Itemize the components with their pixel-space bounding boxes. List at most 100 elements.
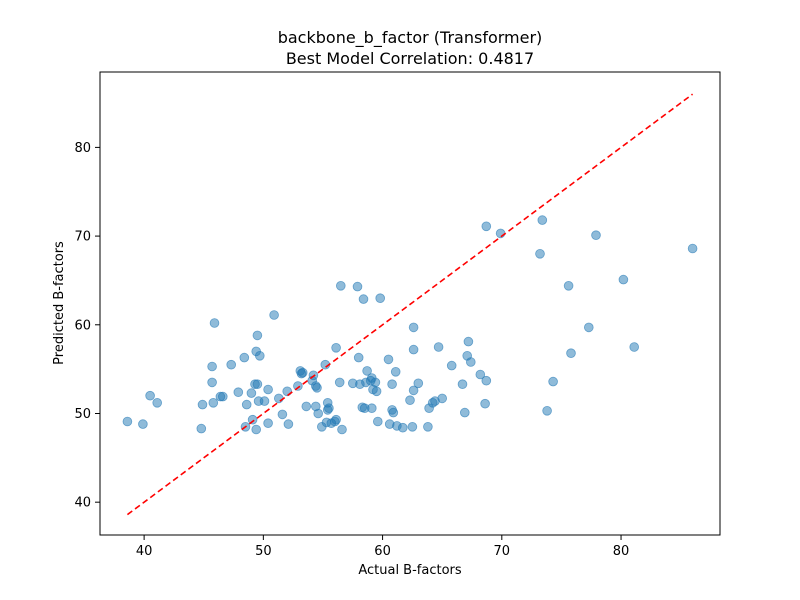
y-axis-label: Predicted B-factors xyxy=(52,241,67,365)
data-point-74 xyxy=(375,293,386,304)
data-point-88 xyxy=(413,378,424,389)
data-point-87 xyxy=(408,385,419,396)
data-point-5 xyxy=(197,399,208,410)
data-point-55 xyxy=(334,377,345,388)
data-point-43 xyxy=(312,382,322,393)
data-point-71 xyxy=(370,377,381,388)
data-point-30 xyxy=(273,393,284,404)
data-point-4 xyxy=(196,423,207,434)
data-point-0 xyxy=(122,416,133,427)
data-point-101 xyxy=(475,369,486,380)
data-point-80 xyxy=(390,366,401,377)
data-point-106 xyxy=(535,249,545,259)
data-point-33 xyxy=(283,419,294,429)
x-tick-label-70: 70 xyxy=(494,544,511,559)
chart-title: backbone_b_factor (Transformer) xyxy=(278,28,543,48)
data-point-3 xyxy=(152,397,163,408)
data-point-23 xyxy=(252,379,263,390)
data-point-89 xyxy=(423,421,433,432)
data-point-16 xyxy=(241,399,252,410)
data-point-20 xyxy=(251,424,262,435)
data-point-72 xyxy=(371,386,382,397)
chart-title-group: backbone_b_factor (Transformer) Best Mod… xyxy=(278,28,543,68)
x-axis-label: Actual B-factors xyxy=(358,563,462,578)
data-point-105 xyxy=(495,228,506,239)
data-point-56 xyxy=(335,280,346,291)
data-point-75 xyxy=(383,354,394,365)
x-tick-label-60: 60 xyxy=(374,544,391,559)
y-tick-label-60: 60 xyxy=(74,318,91,333)
data-point-50 xyxy=(324,403,334,414)
data-point-114 xyxy=(618,274,629,285)
y-axis-ticks: 40 50 60 70 80 xyxy=(74,141,100,511)
data-point-109 xyxy=(548,376,558,387)
y-tick-label-80: 80 xyxy=(74,141,91,156)
data-point-112 xyxy=(583,322,594,333)
y-tick-label-70: 70 xyxy=(74,230,91,245)
data-point-44 xyxy=(313,408,324,419)
data-point-99 xyxy=(463,336,474,347)
data-point-37 xyxy=(297,367,308,378)
data-point-111 xyxy=(566,348,576,359)
data-point-84 xyxy=(407,421,418,432)
data-point-60 xyxy=(353,352,364,363)
data-point-113 xyxy=(591,230,601,241)
data-point-22 xyxy=(252,330,263,341)
chart-subtitle: Best Model Correlation: 0.4817 xyxy=(286,49,534,68)
data-point-115 xyxy=(629,342,639,352)
data-point-13 xyxy=(233,387,244,398)
data-point-53 xyxy=(331,414,341,425)
data-point-7 xyxy=(207,361,217,372)
plot-frame xyxy=(99,71,721,536)
data-point-68 xyxy=(366,403,377,414)
data-point-66 xyxy=(362,366,372,376)
x-axis-ticks: 40 50 60 70 80 xyxy=(136,535,629,559)
data-point-38 xyxy=(301,401,312,412)
data-point-93 xyxy=(433,342,444,352)
data-point-107 xyxy=(537,215,548,225)
data-point-83 xyxy=(405,395,415,406)
data-point-86 xyxy=(408,344,419,355)
data-point-12 xyxy=(226,359,237,370)
data-point-29 xyxy=(269,310,279,320)
data-point-2 xyxy=(145,390,155,401)
reference-line xyxy=(126,93,694,516)
data-point-18 xyxy=(247,414,258,425)
data-point-97 xyxy=(459,407,470,418)
data-point-17 xyxy=(246,388,257,398)
data-points xyxy=(122,215,698,435)
data-point-82 xyxy=(397,422,408,433)
data-point-102 xyxy=(480,398,490,409)
y-tick-label-50: 50 xyxy=(74,407,91,422)
data-point-108 xyxy=(542,405,552,416)
data-point-104 xyxy=(481,221,492,232)
data-point-31 xyxy=(277,409,288,420)
data-point-103 xyxy=(481,375,492,386)
data-point-14 xyxy=(239,352,250,363)
data-point-63 xyxy=(358,294,369,304)
data-point-100 xyxy=(465,357,476,367)
data-point-6 xyxy=(207,377,217,388)
data-point-11 xyxy=(218,391,228,402)
data-point-28 xyxy=(263,418,273,429)
data-point-8 xyxy=(208,397,219,408)
data-point-26 xyxy=(259,396,270,406)
data-point-57 xyxy=(337,424,347,435)
data-point-9 xyxy=(209,318,220,328)
data-point-1 xyxy=(138,419,148,429)
data-point-59 xyxy=(352,281,363,292)
data-point-54 xyxy=(331,342,341,353)
data-point-77 xyxy=(387,379,397,390)
data-point-27 xyxy=(263,384,273,395)
data-point-95 xyxy=(446,360,457,371)
x-tick-label-40: 40 xyxy=(136,544,153,559)
data-point-73 xyxy=(372,416,383,427)
data-point-85 xyxy=(408,322,419,333)
data-point-94 xyxy=(437,393,448,404)
data-point-25 xyxy=(254,350,265,361)
x-tick-label-80: 80 xyxy=(613,544,630,559)
data-point-116 xyxy=(687,243,698,254)
y-tick-label-40: 40 xyxy=(74,496,91,511)
data-point-110 xyxy=(563,280,574,291)
